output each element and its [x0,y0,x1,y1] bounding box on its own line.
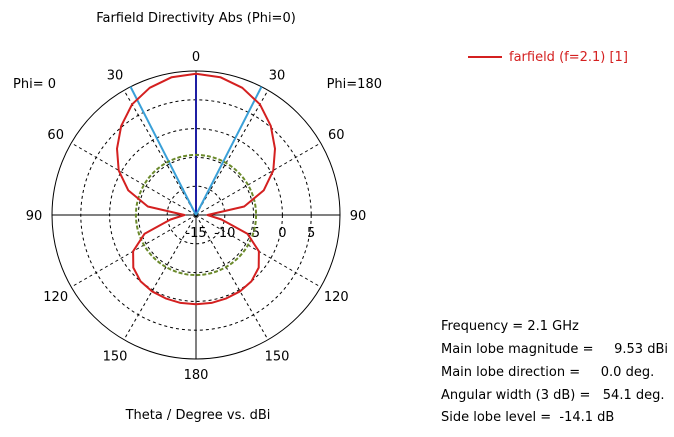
beamwidth-edge-line [129,86,197,216]
grid-spoke [195,142,321,216]
angle-tick-label: 150 [103,349,128,364]
info-angular-width: Angular width (3 dB) = 54.1 deg. [441,388,665,403]
beamwidth-edge-line [195,86,263,216]
radial-tick-label: 5 [307,226,315,241]
grid-spoke [195,90,269,216]
info-box: Frequency = 2.1 GHz Main lobe magnitude … [441,319,668,425]
outer-circle [51,70,341,360]
chart-title: Farfield Directivity Abs (Phi=0) [96,11,296,26]
legend: farfield (f=2.1) [1] [468,50,628,65]
radial-tick-label: -15 [185,226,206,241]
angle-tick-label: 90 [350,209,367,224]
angle-tick-label: 180 [184,368,209,383]
phi-left-label: Phi= 0 [13,77,56,92]
angle-tick-label: 120 [324,290,349,305]
angle-tick-label: 90 [26,209,43,224]
phi-right-label: Phi=180 [327,77,382,92]
farfield-series [116,72,276,306]
angle-tick-label: 30 [269,69,286,84]
grid-spoke [71,142,197,216]
info-side-lobe-level: Side lobe level = -14.1 dB [441,410,614,425]
grid-spoke [195,214,269,340]
angle-tick-label: 60 [328,128,345,143]
farfield-curve [116,72,276,306]
grid-spoke [123,214,197,340]
reference-lines [129,73,263,277]
angle-tick-labels: 0 30 30 60 60 90 90 120 120 150 150 180 [26,50,367,383]
angle-tick-label: 120 [43,290,68,305]
radial-tick-label: -10 [214,226,235,241]
info-main-lobe-magnitude: Main lobe magnitude = 9.53 dBi [441,342,668,357]
side-lobe-level-circle [134,153,258,277]
radial-tick-label: 0 [278,226,286,241]
angle-tick-label: 60 [47,128,64,143]
angle-tick-label: 30 [107,69,124,84]
angle-tick-label: 150 [265,349,290,364]
angle-tick-label: 0 [192,50,200,65]
x-axis-label: Theta / Degree vs. dBi [125,408,271,423]
info-main-lobe-direction: Main lobe direction = 0.0 deg. [441,365,654,380]
info-frequency: Frequency = 2.1 GHz [441,319,579,334]
legend-label: farfield (f=2.1) [1] [509,50,628,65]
grid-spoke [123,90,197,216]
